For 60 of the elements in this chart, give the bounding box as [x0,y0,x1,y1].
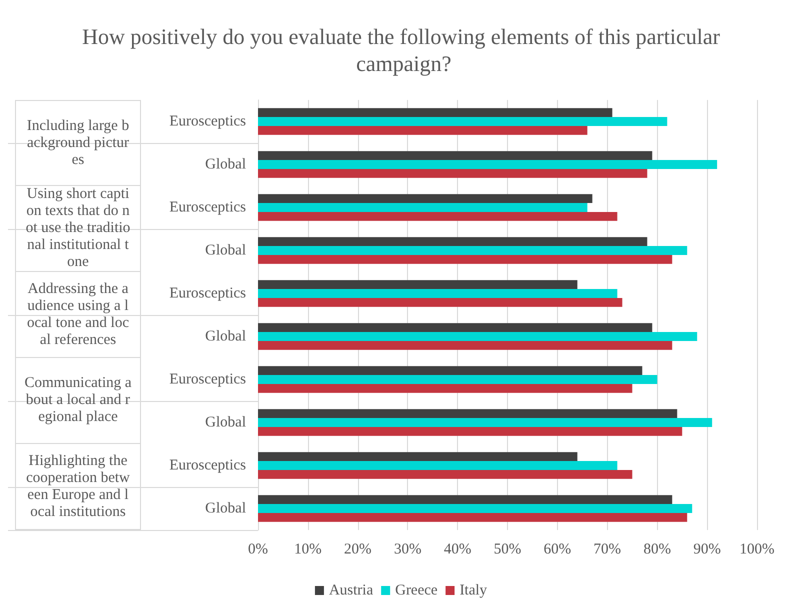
bar [258,426,682,436]
y-tick-label: Eurosceptics [169,458,246,474]
bar [258,418,712,427]
bar [258,194,592,204]
x-tick-label: 40% [444,542,472,558]
bar [258,212,618,221]
text: Highlighting the cooperation between Europe and local institutions [25,452,131,520]
bar [258,340,672,350]
chart-title: How positively do you evaluate the following elements of this particular campaign? [82,24,721,76]
bar [258,237,648,246]
x-tick-label: 20% [344,542,372,558]
x-tick-label: 100% [740,542,774,558]
x-tick-label: 70% [594,542,622,558]
bar [258,323,652,332]
x-tick-label: 50% [494,542,522,558]
bar [258,168,648,178]
bar [258,280,578,290]
bar [258,366,642,376]
y-tick-label: Eurosceptics [169,114,246,130]
x-tick-label: 80% [643,542,671,558]
bar [258,298,622,307]
bar [258,461,618,470]
bar [258,203,588,212]
y-tick-label: Global [205,328,246,344]
legend-label: Greece [395,582,438,598]
bar [258,289,618,298]
y-tick-label: Global [205,500,246,516]
bar [258,375,658,384]
y-tick-label: Global [205,242,246,258]
bar [258,384,632,393]
text: Including large background pictures [26,118,130,168]
bar [258,504,692,513]
y-tick-label: Global [205,414,246,430]
y-tick-label: Global [205,156,246,172]
text: Using short caption texts that do not use the traditional institutional tone [24,186,132,271]
bar [258,246,688,255]
x-tick-label: 60% [544,542,572,558]
bar [258,160,718,169]
x-tick-label: 10% [294,542,322,558]
bar [258,512,688,522]
y-tick-label: Eurosceptics [169,372,246,388]
bar [258,254,672,264]
bar [258,409,678,418]
legend-label: Austria [328,582,374,598]
bar [258,151,652,160]
bar [258,108,612,118]
bar [258,470,632,479]
x-tick-label: 30% [394,542,422,558]
text: Communicating about a local and regional place [24,375,132,426]
y-tick-label: Eurosceptics [169,200,246,216]
bar [258,495,672,504]
legend-label: Italy [460,582,488,598]
bar [258,117,668,126]
text: Addressing the audience using a local tone and local references [26,280,130,348]
bar [258,452,578,462]
x-tick-label: 90% [693,542,721,558]
x-tick-label: 0% [248,542,268,558]
y-tick-label: Eurosceptics [169,286,246,302]
bar [258,332,698,341]
bar [258,126,588,135]
